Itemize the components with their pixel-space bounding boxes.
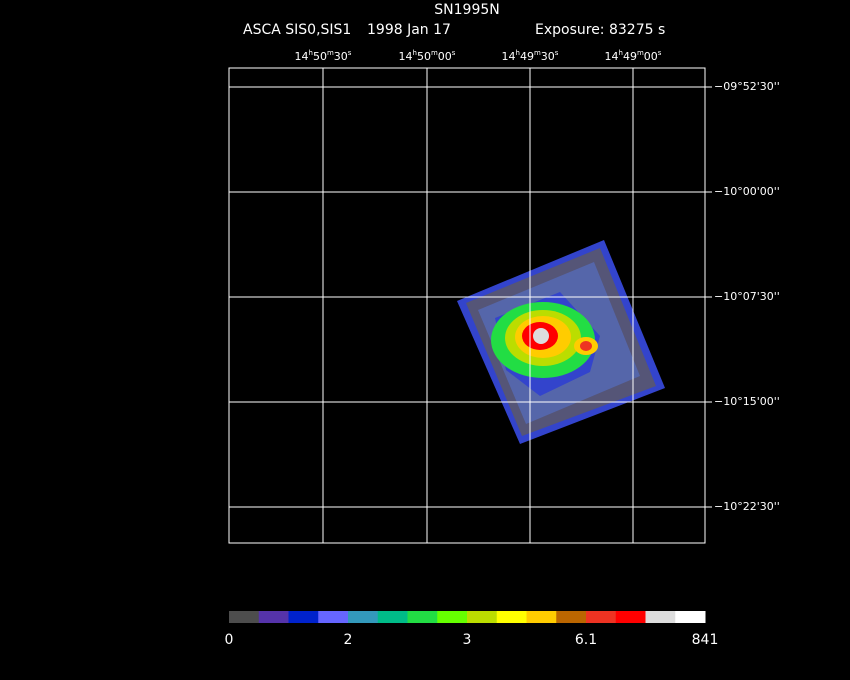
colorbar-label: 6.1: [575, 632, 597, 648]
sky-image: [457, 240, 665, 444]
colorbar-label: 841: [692, 632, 719, 648]
ra-label-part: 50: [417, 50, 431, 63]
instrument: ASCA SIS0,SIS1: [243, 22, 351, 38]
colorbar-label: 3: [463, 632, 472, 648]
exposure: Exposure: 83275 s: [535, 22, 665, 38]
dec-label: −10°15'00'': [714, 395, 780, 408]
ra-label: 14h50m30s: [295, 49, 352, 63]
ra-label-part: s: [658, 49, 662, 57]
dec-label: −09°52'30'': [714, 80, 780, 93]
ra-label-part: m: [327, 49, 334, 57]
colorbar-label: 0: [225, 632, 234, 648]
colorbar-swatch: [377, 611, 408, 623]
colorbar-swatch: [258, 611, 289, 623]
dec-label: −10°22'30'': [714, 500, 780, 513]
ra-label-part: 49: [520, 50, 534, 63]
ra-label: 14h50m00s: [399, 49, 456, 63]
ra-label-part: 14: [502, 50, 516, 63]
plot-frame: [228, 67, 706, 544]
colorbar-swatch: [407, 611, 438, 623]
ra-label-part: m: [431, 49, 438, 57]
ra-label-part: s: [452, 49, 456, 57]
ra-label-part: 30: [541, 50, 555, 63]
ra-label-part: h: [309, 49, 313, 57]
ra-label-part: 49: [623, 50, 637, 63]
ra-label-part: h: [619, 49, 623, 57]
ra-label-part: s: [348, 49, 352, 57]
ra-label: 14h49m30s: [502, 49, 559, 63]
ra-label-part: 30: [334, 50, 348, 63]
colorbar-swatch: [615, 611, 646, 623]
ra-label-part: h: [516, 49, 520, 57]
ra-label-part: 00: [644, 50, 658, 63]
ra-label-part: m: [637, 49, 644, 57]
ra-label-part: s: [555, 49, 559, 57]
colorbar-swatch: [229, 611, 260, 623]
ra-label-part: 00: [438, 50, 452, 63]
colorbar-swatch: [556, 611, 587, 623]
colorbar-swatch: [437, 611, 468, 623]
colorbar-swatch: [675, 611, 706, 623]
colorbar-swatch: [526, 611, 557, 623]
ra-label-part: m: [534, 49, 541, 57]
colorbar-label: 2: [344, 632, 353, 648]
dec-label: −10°07'30'': [714, 290, 780, 303]
ra-label-part: 14: [399, 50, 413, 63]
colorbar-swatch: [586, 611, 617, 623]
colorbar-swatch: [467, 611, 498, 623]
ra-label-part: 50: [313, 50, 327, 63]
colorbar-swatch: [318, 611, 349, 623]
colorbar-swatch: [348, 611, 379, 623]
ra-label-part: 14: [605, 50, 619, 63]
ra-label-part: 14: [295, 50, 309, 63]
dec-label: −10°00'00'': [714, 185, 780, 198]
title: SN1995N: [434, 2, 499, 18]
ra-label: 14h49m00s: [605, 49, 662, 63]
colorbar-swatch: [645, 611, 676, 623]
colorbar-swatch: [496, 611, 527, 623]
date: 1998 Jan 17: [367, 22, 451, 38]
ra-label-part: h: [413, 49, 417, 57]
colorbar-swatch: [288, 611, 319, 623]
